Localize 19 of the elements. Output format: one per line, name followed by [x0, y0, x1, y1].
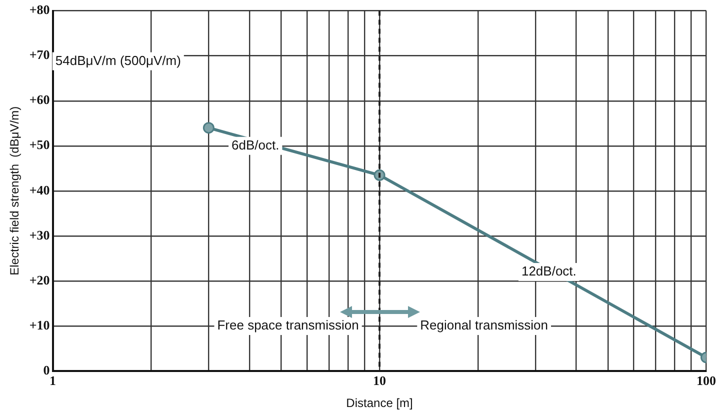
y-tick-label: +50	[29, 137, 50, 152]
x-tick-label: 1	[50, 373, 56, 388]
y-tick-label: +30	[29, 227, 50, 242]
y-tick-label: 0	[43, 362, 50, 378]
annotation: Regional transmission	[420, 318, 548, 333]
annotation: 54dBμV/m (500μV/m)	[55, 52, 181, 68]
x-axis-title: Distance [m]	[346, 396, 413, 410]
y-axis-title: Electric field strength (dBμV/m)	[8, 106, 22, 276]
y-tick-label: +40	[29, 182, 50, 198]
annotation: 12dB/oct.	[521, 264, 576, 279]
y-tick-label: +60	[29, 92, 50, 108]
y-tick-label: +10	[29, 317, 50, 332]
annotation: Free space transmission	[217, 318, 359, 333]
y-tick-label: +20	[29, 272, 50, 288]
y-tick-label: +80	[29, 2, 50, 18]
y-tick-label: +70	[29, 47, 50, 62]
x-tick-label: 10	[373, 373, 386, 388]
annotation: 6dB/oct.	[232, 137, 280, 152]
x-tick-label: 100	[696, 373, 716, 388]
